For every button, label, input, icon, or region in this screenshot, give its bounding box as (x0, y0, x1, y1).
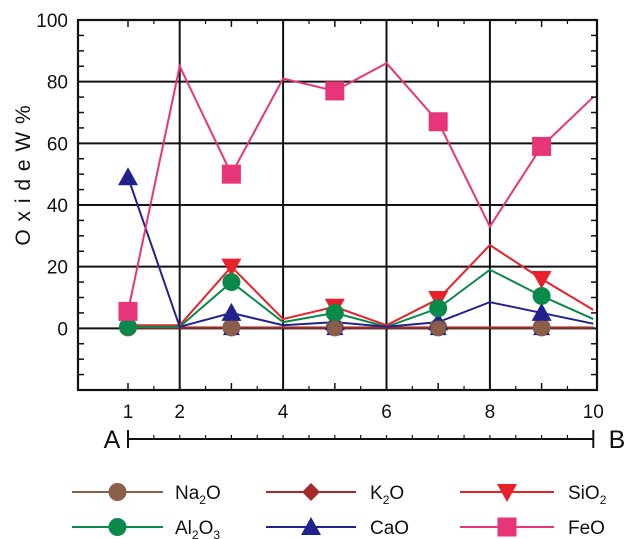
marker-cao (221, 302, 242, 321)
x-tick-label: 8 (485, 402, 496, 423)
series-line-feo (127, 61, 594, 312)
series-lines (127, 61, 594, 329)
x-tick-label: 10 (583, 402, 604, 423)
series-markers (118, 81, 552, 337)
marker-cao (531, 302, 552, 321)
legend-label-al: Al2O3 (175, 518, 220, 539)
legend-marker-k (302, 483, 320, 501)
legend-label-cao: CaO (370, 518, 409, 539)
baseline-marker-na (430, 320, 446, 336)
marker-feo (532, 136, 552, 156)
y-tick-label: 40 (47, 196, 68, 217)
marker-feo (221, 164, 241, 184)
profile-label-b: B (609, 426, 626, 454)
x-tick-labels: 1 2 4 6 8 10 (123, 402, 604, 423)
legend-marker-feo (497, 517, 517, 537)
y-axis-label: O x i d e W % (12, 104, 35, 245)
legend-label-k: K2O (370, 483, 404, 507)
y-tick-label: 0 (57, 319, 68, 340)
series-line-al (128, 268, 594, 328)
x-tick-label: 1 (123, 402, 134, 423)
y-tick-label: 80 (47, 73, 68, 94)
legend-marker-sio (497, 484, 517, 502)
marker-al (222, 273, 241, 292)
marker-cao (118, 167, 138, 186)
y-tick-label: 100 (36, 11, 68, 32)
profile-label-a: A (104, 426, 121, 454)
y-tick-labels: 100 80 60 40 20 0 (36, 11, 68, 340)
x-tick-label: 6 (381, 402, 392, 423)
legend: Na2O K2O SiO2 Al2O3 CaO FeO (72, 483, 607, 539)
legend-label-feo: FeO (568, 518, 605, 539)
plot-frame (76, 18, 599, 392)
legend-marker-na (108, 483, 127, 501)
legend-marker-cao (301, 517, 321, 535)
marker-al (429, 299, 448, 318)
marker-al (325, 303, 344, 322)
series-line-cao (127, 176, 594, 328)
marker-sio (221, 258, 242, 277)
x-tick-label: 2 (174, 402, 185, 423)
marker-feo (325, 81, 345, 101)
legend-marker-al (108, 518, 127, 536)
legend-label-sio: SiO2 (568, 483, 607, 507)
axis-ticks (78, 20, 597, 390)
baseline-marker-na (223, 320, 240, 336)
y-tick-label: 60 (47, 134, 68, 155)
marker-feo (118, 301, 138, 321)
y-tick-label: 20 (47, 258, 68, 279)
marker-sio (531, 271, 552, 289)
legend-label-na: Na2O (175, 483, 221, 507)
marker-al (532, 286, 551, 305)
baseline-marker-na (533, 320, 550, 336)
series-line-sio (128, 243, 594, 327)
marker-al (119, 317, 137, 336)
x-tick-label: 4 (278, 402, 289, 423)
marker-feo (428, 112, 448, 132)
baseline-marker-na (327, 320, 343, 336)
